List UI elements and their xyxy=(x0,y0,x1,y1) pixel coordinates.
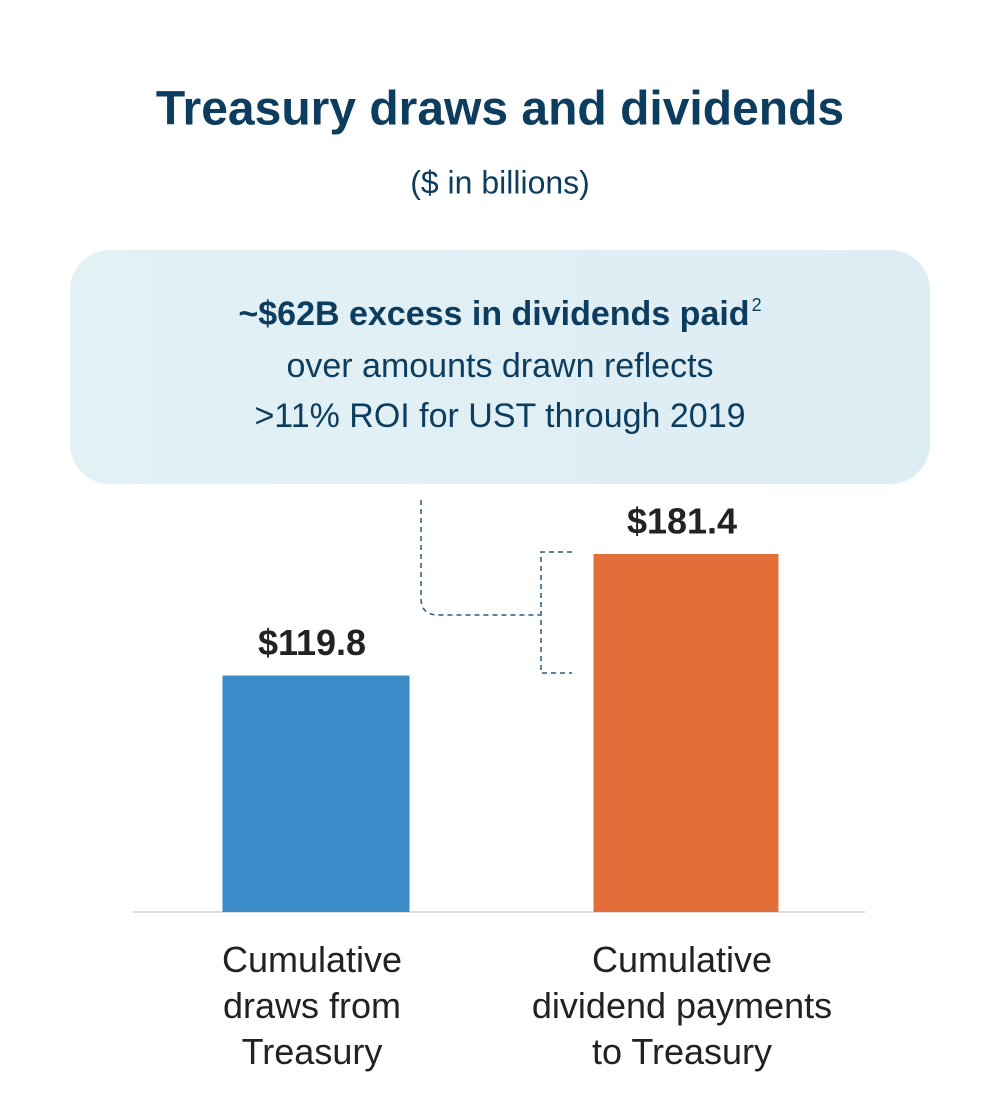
chart-subtitle: ($ in billions) xyxy=(410,164,590,200)
value-label: $181.4 xyxy=(627,501,737,542)
bar xyxy=(593,554,779,912)
bracket xyxy=(540,551,572,674)
annotation-headline: ~$62B excess in dividends paid xyxy=(238,295,749,333)
bar xyxy=(222,675,410,912)
value-label: $119.8 xyxy=(258,622,366,663)
category-label: Cumulative draws from Treasury xyxy=(222,939,402,1072)
footnote-marker: 2 xyxy=(752,295,762,315)
category-label: Cumulative dividend payments to Treasury xyxy=(532,939,832,1072)
chart-title: Treasury draws and dividends xyxy=(156,83,844,136)
annotation-box xyxy=(70,250,930,484)
annotation-line: over amounts drawn reflects xyxy=(286,347,713,385)
annotation-line: >11% ROI for UST through 2019 xyxy=(254,397,745,435)
connector xyxy=(420,500,540,616)
